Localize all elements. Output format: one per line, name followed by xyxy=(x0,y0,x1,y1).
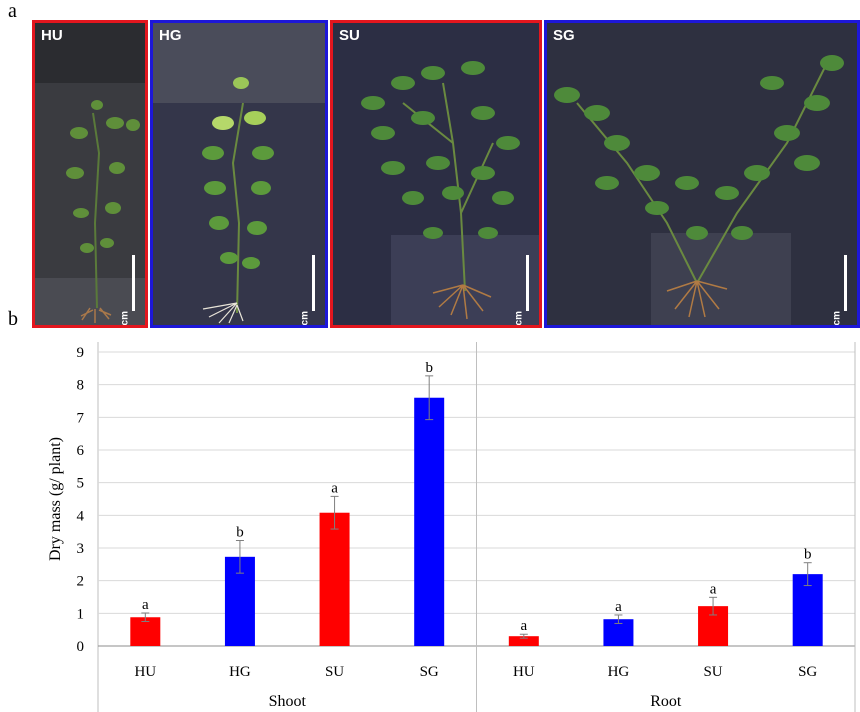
y-tick-label: 5 xyxy=(77,476,85,492)
y-tick-label: 0 xyxy=(77,639,85,655)
x-tick-label: HG xyxy=(608,664,630,680)
plant-photo-sg xyxy=(547,23,857,325)
x-tick-label: HU xyxy=(513,664,535,680)
dry-mass-chart: 0 1 2 3 4 5 6 7 8 9 Dry mass (g/ plant) a HU b HG a SU b S… xyxy=(47,342,856,712)
bar-root-hu xyxy=(508,636,539,646)
group-label: Shoot xyxy=(269,693,307,710)
bar-shoot-su xyxy=(319,512,350,646)
y-tick-label: 1 xyxy=(77,606,85,622)
significance-letter: b xyxy=(425,360,433,376)
photo-panel-hu: HU 10 cm xyxy=(32,20,148,328)
photo-panel-hg: HG 10 cm xyxy=(150,20,328,328)
photo-panel-sg: SG 10 cm xyxy=(544,20,860,328)
x-tick-label: SU xyxy=(325,664,344,680)
y-tick-label: 7 xyxy=(77,410,85,426)
y-tick-label: 6 xyxy=(77,443,85,459)
y-tick-label: 9 xyxy=(77,345,85,361)
significance-letter: a xyxy=(520,618,527,634)
scale-bar: 10 cm xyxy=(119,255,135,325)
x-tick-label: HG xyxy=(229,664,251,680)
y-tick-label: 8 xyxy=(77,378,85,394)
y-tick-label: 4 xyxy=(77,508,85,524)
y-tick-label: 3 xyxy=(77,541,85,557)
panel-b-label: b xyxy=(8,308,18,330)
photo-label: HU xyxy=(41,27,63,44)
photo-label: SG xyxy=(553,27,575,44)
y-axis-title: Dry mass (g/ plant) xyxy=(47,437,64,561)
plant-photo-su xyxy=(333,23,539,325)
x-tick-label: HU xyxy=(134,664,156,680)
x-tick-label: SG xyxy=(798,664,817,680)
scale-bar: 10 cm xyxy=(299,255,315,325)
scale-bar: 10 cm xyxy=(513,255,529,325)
y-tick-label: 2 xyxy=(77,574,85,590)
significance-letter: a xyxy=(142,597,149,613)
bar-shoot-hu xyxy=(130,617,161,646)
group-label: Root xyxy=(650,693,682,710)
x-tick-label: SG xyxy=(420,664,439,680)
plant-photo-hu xyxy=(35,23,145,325)
significance-letter: b xyxy=(804,547,812,563)
plant-photo-hg xyxy=(153,23,325,325)
x-tick-label: SU xyxy=(703,664,722,680)
significance-letter: a xyxy=(710,581,717,597)
panel-a-label: a xyxy=(8,0,17,22)
scale-bar: 10 cm xyxy=(831,255,847,325)
photo-label: SU xyxy=(339,27,360,44)
photo-panel-su: SU 10 cm xyxy=(330,20,542,328)
significance-letter: a xyxy=(615,599,622,615)
significance-letter: b xyxy=(236,524,244,540)
bar-shoot-sg xyxy=(414,397,445,646)
significance-letter: a xyxy=(331,480,338,496)
bar-root-sg xyxy=(792,574,823,646)
photo-label: HG xyxy=(159,27,182,44)
